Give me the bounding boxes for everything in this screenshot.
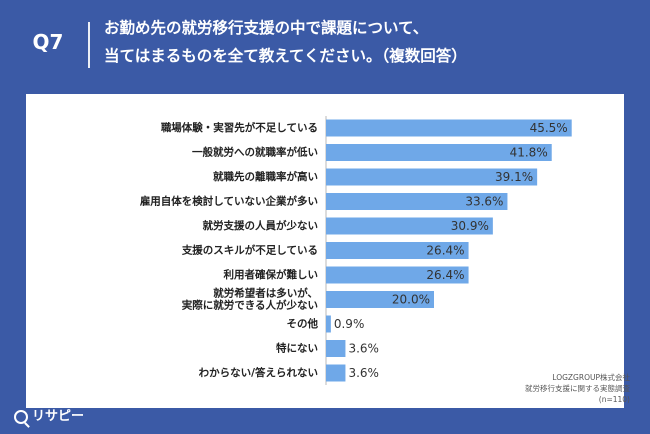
bar-4 (326, 217, 493, 235)
value-label-2: 39.1% (495, 170, 533, 184)
source-line-2: 就労移行支援に関する実態調査 (525, 384, 630, 393)
category-label-9: 特にない (276, 342, 318, 355)
bar-10 (326, 364, 346, 382)
category-label-10: わからない/答えられない (199, 366, 318, 379)
value-label-4: 30.9% (451, 219, 489, 233)
value-label-3: 33.6% (465, 195, 503, 209)
bar-8 (326, 315, 331, 333)
category-label-6: 利用者確保が難しい (224, 268, 319, 281)
category-label-2: 就職先の離職率が高い (213, 170, 318, 183)
question-line-2: 当てはまるものを全て教えてください。（複数回答） (104, 47, 467, 65)
source-line-3: (n=110) (598, 395, 630, 404)
bar-3 (326, 193, 508, 210)
brand-logo: リサピー (14, 406, 84, 428)
header-divider (88, 22, 90, 68)
source-line-1: LOGZGROUP株式会社 (552, 373, 630, 382)
bar-6 (326, 266, 469, 284)
search-icon (14, 410, 28, 424)
category-label-1: 一般就労への就職率が低い (192, 146, 318, 159)
value-label-8: 0.9% (334, 317, 365, 331)
bar-7 (326, 291, 434, 308)
category-label-0: 職場体験・実習先が不足している (161, 121, 318, 134)
category-label-4: 就労支援の人員が少ない (203, 219, 319, 232)
value-label-7: 20.0% (392, 293, 430, 307)
bar-5 (326, 242, 469, 259)
bar-1 (326, 144, 552, 161)
value-label-9: 3.6% (348, 342, 379, 356)
value-label-6: 26.4% (426, 268, 464, 282)
source-note: LOGZGROUP株式会社 就労移行支援に関する実態調査 (n=110) (480, 372, 630, 405)
category-label-5: 支援のスキルが不足している (181, 244, 318, 257)
question-line-1: お勤め先の就労移行支援の中で課題について、 (104, 19, 429, 37)
value-label-1: 41.8% (510, 146, 548, 160)
bar-2 (326, 168, 538, 186)
category-label-8: その他 (287, 317, 319, 330)
value-label-0: 45.5% (530, 121, 568, 135)
bar-0 (326, 119, 572, 137)
brand-logo-text: リサピー (32, 409, 85, 424)
question-header: Q7 お勤め先の就労移行支援の中で課題について、 当てはまるものを全て教えてくだ… (0, 0, 650, 88)
value-label-5: 26.4% (426, 244, 464, 258)
question-text: お勤め先の就労移行支援の中で課題について、 当てはまるものを全て教えてください。… (104, 14, 634, 70)
category-label-7: 就労希望者は多いが、実際に就労できる人が少ない (182, 287, 318, 312)
value-label-10: 3.6% (348, 366, 379, 380)
category-label-3: 雇用自体を検討していない企業が多い (140, 195, 318, 208)
question-number: Q7 (32, 30, 64, 54)
bar-9 (326, 340, 346, 357)
